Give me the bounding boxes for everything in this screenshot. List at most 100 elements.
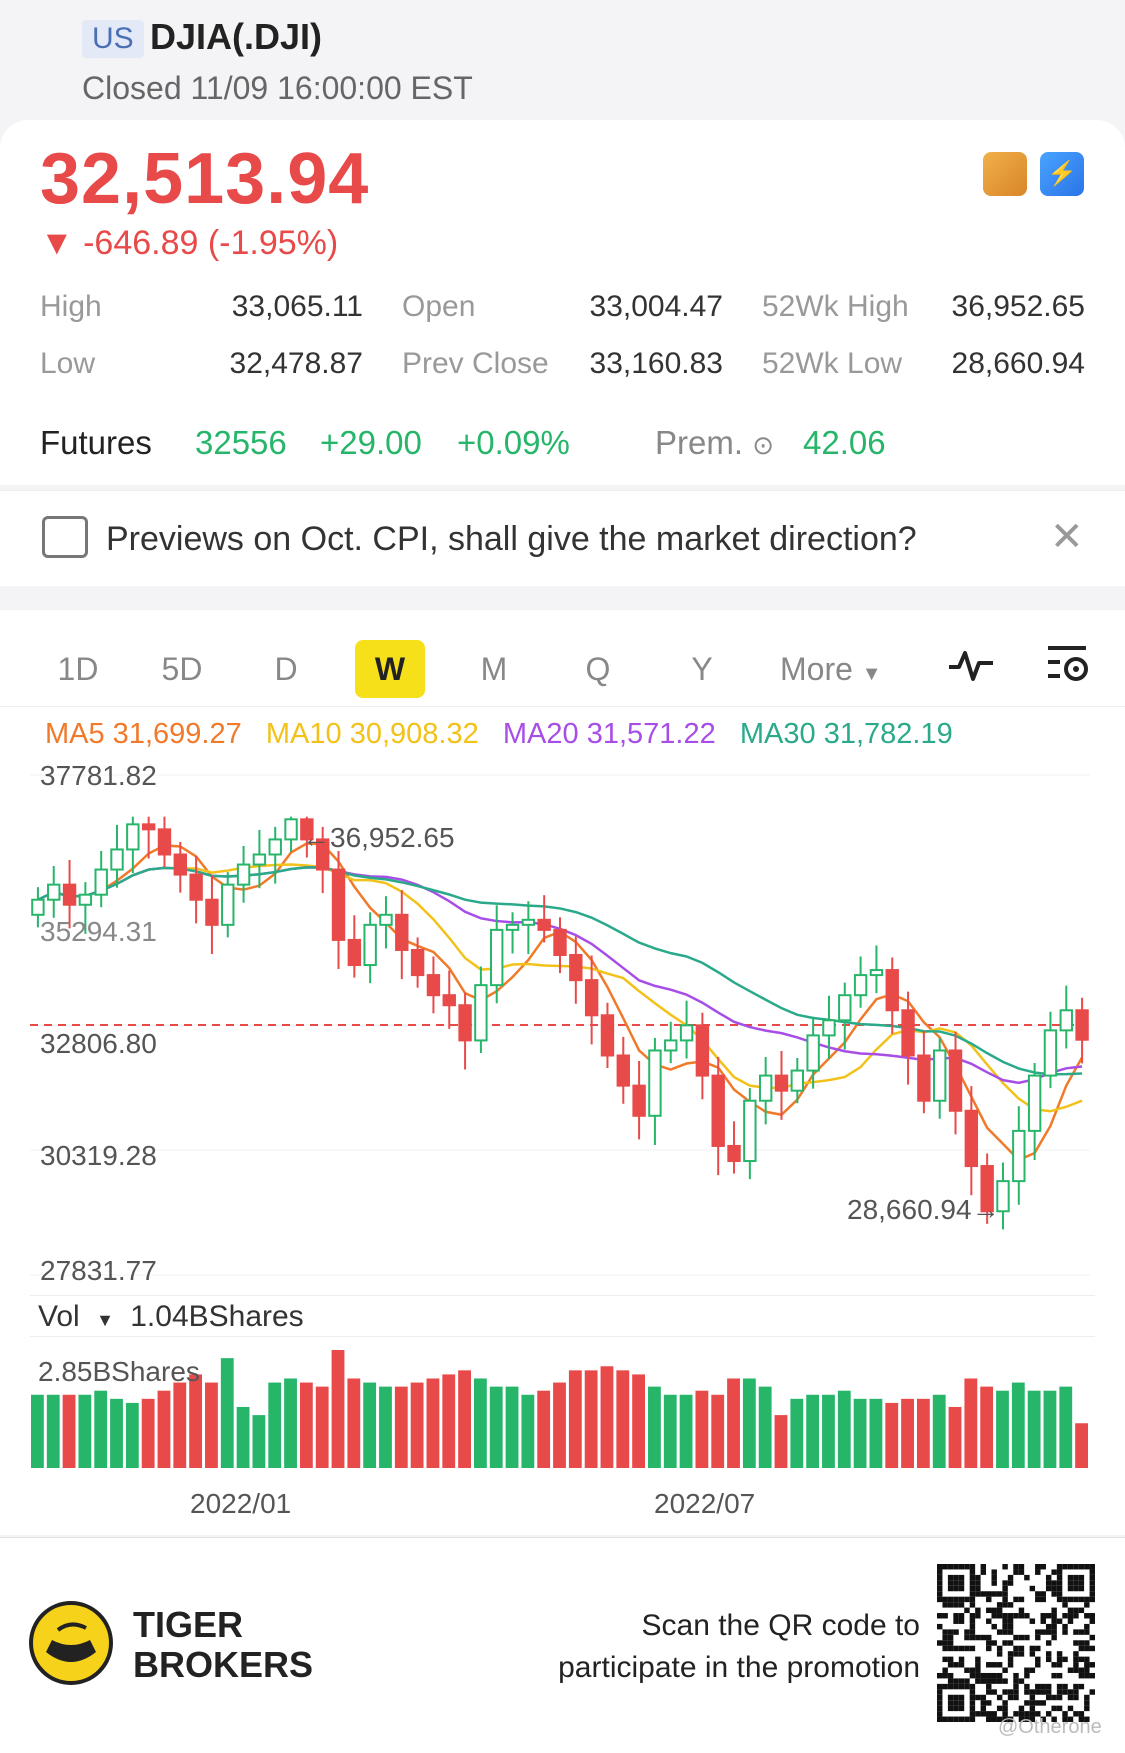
- candle[interactable]: [315, 838, 330, 871]
- tab-5d[interactable]: 5D: [161, 651, 203, 687]
- candle[interactable]: [917, 1054, 931, 1102]
- candle[interactable]: [78, 893, 93, 906]
- candle[interactable]: [189, 873, 203, 901]
- divider: [30, 1336, 1095, 1337]
- candle[interactable]: [569, 953, 583, 982]
- candle[interactable]: [948, 1049, 963, 1112]
- tab-w[interactable]: W: [355, 640, 425, 698]
- candle[interactable]: [996, 1180, 1010, 1213]
- volume-bar: [110, 1398, 123, 1468]
- candle[interactable]: [664, 1039, 678, 1052]
- candle[interactable]: [395, 913, 409, 951]
- candle[interactable]: [1059, 1009, 1073, 1032]
- candle[interactable]: [94, 868, 108, 896]
- volume-bar: [205, 1382, 218, 1468]
- level2-badge-icon[interactable]: [983, 152, 1027, 196]
- candle[interactable]: [853, 974, 868, 997]
- candle[interactable]: [331, 868, 346, 941]
- candle[interactable]: [869, 969, 884, 977]
- candle[interactable]: [363, 923, 377, 967]
- candle[interactable]: [695, 1024, 710, 1077]
- candle[interactable]: [426, 974, 441, 997]
- candle[interactable]: [1012, 1129, 1026, 1183]
- candle[interactable]: [727, 1144, 741, 1163]
- candle[interactable]: [584, 979, 599, 1017]
- candle[interactable]: [62, 883, 77, 906]
- candle[interactable]: [758, 1074, 773, 1102]
- stat-value: 33,160.83: [589, 347, 723, 380]
- candle[interactable]: [268, 838, 282, 856]
- candle[interactable]: [679, 1024, 694, 1042]
- candle[interactable]: [600, 1014, 615, 1057]
- volume-bar: [410, 1382, 424, 1468]
- tab-q[interactable]: Q: [585, 651, 611, 687]
- candle[interactable]: [648, 1049, 662, 1117]
- news-headline[interactable]: Previews on Oct. CPI, shall give the mar…: [106, 520, 917, 558]
- candle[interactable]: [774, 1074, 789, 1092]
- candle[interactable]: [933, 1049, 947, 1102]
- volume-bar: [331, 1350, 345, 1468]
- stat-label: 52Wk High: [762, 290, 909, 323]
- volume-header[interactable]: Vol ▼ 1.04BShares: [38, 1300, 304, 1333]
- candle[interactable]: [205, 898, 219, 926]
- candle[interactable]: [474, 984, 488, 1042]
- candle[interactable]: [236, 863, 251, 886]
- candle[interactable]: [284, 818, 298, 841]
- tab-y[interactable]: Y: [691, 651, 713, 687]
- more-dropdown[interactable]: More ▼: [780, 651, 882, 687]
- candle[interactable]: [379, 913, 393, 926]
- candle[interactable]: [110, 848, 124, 871]
- candle[interactable]: [711, 1074, 725, 1147]
- candle[interactable]: [885, 969, 899, 1012]
- candle[interactable]: [173, 853, 187, 876]
- candle[interactable]: [31, 898, 45, 916]
- candle[interactable]: [126, 823, 140, 851]
- volume-bar: [299, 1382, 313, 1468]
- candle[interactable]: [537, 918, 551, 931]
- candle[interactable]: [1027, 1074, 1042, 1132]
- candle[interactable]: [822, 1019, 836, 1037]
- candle[interactable]: [838, 994, 852, 1022]
- close-icon[interactable]: ✕: [1050, 515, 1084, 559]
- news-banner[interactable]: [0, 490, 1125, 586]
- tab-m[interactable]: M: [480, 651, 508, 687]
- candle[interactable]: [347, 938, 362, 967]
- candle[interactable]: [442, 994, 456, 1007]
- ma30-label: MA30 31,782.19: [739, 718, 953, 750]
- lightning-badge-icon[interactable]: ⚡: [1040, 152, 1084, 196]
- candle[interactable]: [553, 928, 567, 956]
- candle[interactable]: [901, 1009, 915, 1057]
- candle[interactable]: [505, 923, 520, 931]
- candle[interactable]: [790, 1069, 805, 1092]
- volume-bar: [173, 1382, 187, 1468]
- premium-label[interactable]: Prem. ⊙: [655, 424, 774, 461]
- ma5-label: MA5 31,699.27: [45, 718, 242, 750]
- info-icon[interactable]: ⊙: [752, 430, 774, 460]
- candle[interactable]: [616, 1054, 630, 1087]
- candle[interactable]: [743, 1099, 757, 1163]
- volume-bar: [632, 1374, 646, 1468]
- candle[interactable]: [964, 1109, 979, 1168]
- candle[interactable]: [157, 828, 172, 856]
- candlestick-chart[interactable]: [0, 755, 1125, 1295]
- candle[interactable]: [490, 928, 504, 987]
- tab-1d[interactable]: 1D: [57, 651, 99, 687]
- chart-settings-icon[interactable]: [1046, 642, 1094, 686]
- candle[interactable]: [252, 853, 267, 866]
- volume-bar: [901, 1398, 914, 1468]
- candle[interactable]: [141, 823, 156, 831]
- candle[interactable]: [410, 948, 425, 977]
- candle[interactable]: [632, 1084, 646, 1117]
- candle[interactable]: [458, 1004, 472, 1042]
- candle[interactable]: [806, 1034, 820, 1072]
- indicator-icon[interactable]: [945, 645, 997, 685]
- candle[interactable]: [221, 883, 235, 926]
- candle[interactable]: [47, 883, 61, 901]
- candle[interactable]: [980, 1165, 994, 1213]
- tab-d[interactable]: D: [274, 651, 298, 687]
- candle[interactable]: [1075, 1009, 1089, 1041]
- candle[interactable]: [521, 918, 536, 926]
- candle[interactable]: [300, 818, 314, 841]
- qr-code[interactable]: [935, 1562, 1097, 1724]
- candle[interactable]: [1043, 1029, 1058, 1077]
